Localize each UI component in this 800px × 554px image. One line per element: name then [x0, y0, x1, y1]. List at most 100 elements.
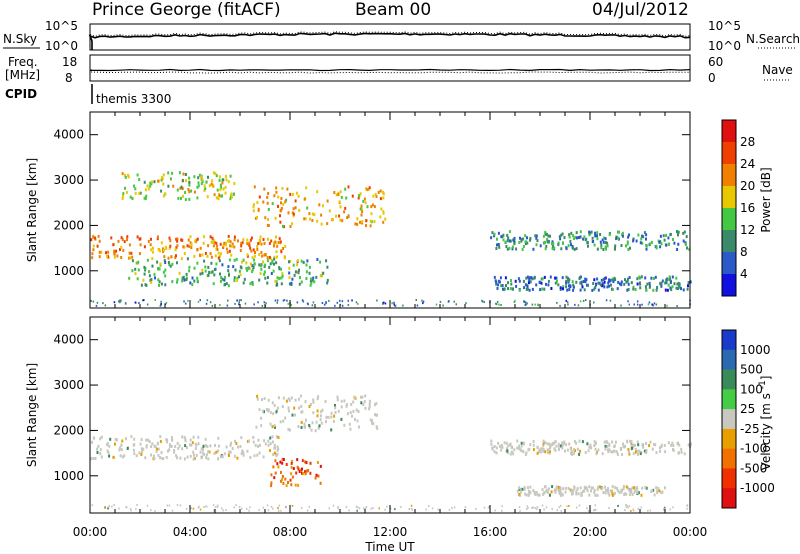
vel-cell: [271, 435, 274, 439]
power-cell: [635, 239, 638, 243]
power-cell: [568, 233, 571, 237]
vel-cell: [119, 454, 122, 458]
vel-cell: [651, 489, 654, 493]
power-cell: [569, 240, 572, 243]
power-cell: [256, 247, 259, 251]
vel-cell: [645, 486, 648, 490]
vel-cell: [604, 491, 607, 495]
power-cell: [627, 248, 630, 251]
power-cell: [495, 302, 497, 305]
vel-cell: [315, 420, 318, 424]
vel-cell: [129, 508, 132, 511]
power-cell: [162, 194, 165, 198]
vel-cell: [120, 443, 123, 447]
power-cell: [628, 276, 631, 279]
power-cell: [160, 300, 162, 303]
vel-cell: [566, 448, 569, 452]
power-cell: [662, 234, 665, 238]
power-ytick-label: 2000: [53, 218, 84, 232]
power-cell: [667, 236, 670, 240]
power-cell: [115, 249, 117, 253]
power-cell: [515, 247, 518, 251]
power-cell: [296, 301, 299, 304]
vel-cell: [159, 440, 162, 443]
vel-cell: [249, 455, 252, 459]
power-cell: [316, 219, 319, 223]
power-cell: [258, 263, 261, 267]
vel-cell: [539, 450, 542, 454]
power-cell: [498, 245, 501, 249]
power-cell: [263, 187, 266, 191]
power-cell: [196, 248, 199, 251]
power-cell: [258, 195, 261, 199]
power-cell: [145, 194, 148, 198]
power-cell: [148, 274, 151, 278]
power-cell: [606, 285, 609, 289]
vel-cell: [202, 448, 205, 452]
vel-cell: [285, 399, 288, 403]
vel-cell: [192, 507, 195, 510]
vel-cell: [257, 438, 260, 442]
vel-cell: [282, 458, 285, 461]
vel-cell: [246, 439, 249, 443]
power-cell: [659, 245, 662, 249]
power-cell: [565, 247, 568, 251]
vel-cell: [560, 509, 563, 512]
power-cell: [603, 285, 606, 289]
power-cell: [524, 301, 527, 304]
power-cell: [455, 303, 457, 306]
power-cell: [203, 188, 206, 192]
vel-cell: [372, 422, 375, 426]
power-cell: [235, 257, 238, 261]
vel-ytick-label: 4000: [53, 333, 84, 347]
power-cell: [110, 236, 113, 240]
power-cell: [447, 300, 450, 303]
power-cell: [568, 278, 571, 282]
power-cell: [323, 303, 326, 306]
vel-cell: [213, 452, 216, 455]
power-cell: [249, 262, 252, 266]
vel-cell: [525, 451, 528, 455]
power-cell: [196, 261, 199, 265]
power-cell: [260, 251, 263, 254]
vel-cell: [309, 402, 312, 406]
vel-cell: [676, 442, 679, 446]
vel-cell: [541, 488, 544, 491]
vel-cell: [588, 493, 591, 497]
power-cell: [180, 257, 183, 261]
vel-cell: [190, 507, 193, 510]
vel-cell: [549, 444, 552, 448]
power-cell: [677, 281, 680, 285]
vel-cell: [340, 417, 343, 421]
power-cell: [240, 266, 243, 270]
vel-cell: [360, 401, 363, 405]
power-cell: [215, 196, 218, 200]
power-cell: [165, 301, 168, 304]
power-cell: [240, 244, 243, 248]
vel-cell: [343, 399, 346, 403]
vel-cell: [364, 394, 367, 398]
vel-cell: [594, 509, 596, 512]
vel-cell: [269, 449, 271, 453]
vel-cell: [293, 406, 296, 410]
vel-cell: [640, 493, 643, 497]
power-cell: [578, 276, 581, 280]
vel-cell: [281, 457, 284, 461]
vel-cell: [596, 487, 599, 491]
power-cell: [206, 299, 209, 302]
vel-cell: [170, 436, 173, 440]
noise-tick-right-top: 10^5: [708, 19, 741, 33]
vel-cell: [301, 471, 303, 475]
power-cell: [278, 237, 281, 241]
power-cbar-swatch: [722, 208, 736, 231]
power-cell: [547, 234, 550, 238]
vel-cell: [270, 473, 273, 477]
power-cell: [318, 203, 321, 207]
power-cell: [504, 240, 507, 244]
power-cell: [149, 184, 152, 188]
power-cell: [377, 190, 380, 194]
power-cell: [574, 235, 577, 239]
vel-cell: [542, 442, 545, 446]
vel-cell: [109, 437, 112, 441]
vel-cell: [573, 440, 576, 443]
